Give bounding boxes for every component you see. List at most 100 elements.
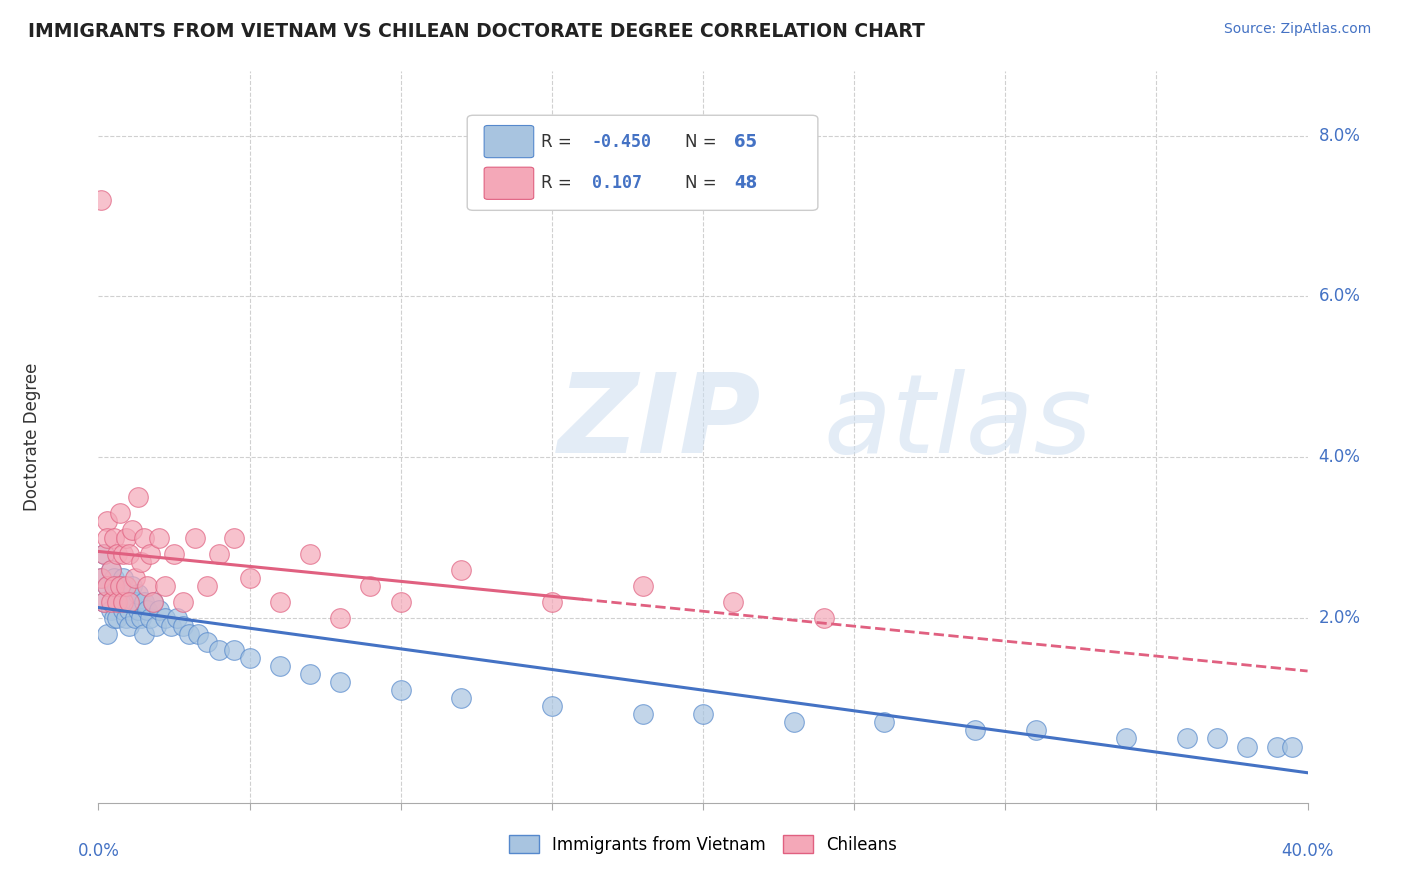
- Text: 0.107: 0.107: [592, 174, 641, 193]
- Point: [1175, 731, 1198, 746]
- Point: [299, 667, 322, 681]
- Point: [163, 547, 186, 561]
- Text: ZIP: ZIP: [558, 369, 762, 476]
- Point: [111, 603, 134, 617]
- Point: [114, 531, 136, 545]
- Point: [389, 595, 412, 609]
- Point: [1267, 739, 1289, 754]
- Point: [1206, 731, 1229, 746]
- Point: [179, 627, 201, 641]
- Point: [631, 579, 654, 593]
- Point: [1281, 739, 1303, 754]
- Point: [108, 507, 131, 521]
- Point: [224, 643, 246, 657]
- Point: [118, 603, 141, 617]
- Point: [127, 587, 149, 601]
- Point: [239, 651, 262, 665]
- Text: 65: 65: [734, 133, 758, 151]
- Legend: Immigrants from Vietnam, Chileans: Immigrants from Vietnam, Chileans: [502, 829, 904, 860]
- Text: 8.0%: 8.0%: [1319, 127, 1361, 145]
- Point: [103, 531, 125, 545]
- Point: [124, 611, 146, 625]
- Point: [142, 595, 165, 609]
- Text: 48: 48: [734, 174, 758, 193]
- Point: [105, 611, 128, 625]
- Point: [90, 571, 112, 585]
- Text: R =: R =: [541, 133, 576, 151]
- Point: [111, 547, 134, 561]
- Point: [269, 595, 291, 609]
- Point: [96, 627, 118, 641]
- Point: [118, 619, 141, 633]
- Point: [127, 491, 149, 505]
- Point: [329, 675, 352, 690]
- Point: [108, 595, 131, 609]
- Point: [114, 579, 136, 593]
- Point: [208, 643, 231, 657]
- Text: -0.450: -0.450: [592, 133, 652, 151]
- Point: [105, 579, 128, 593]
- Point: [195, 579, 218, 593]
- Point: [224, 531, 246, 545]
- Point: [135, 579, 157, 593]
- Point: [103, 571, 125, 585]
- Point: [114, 611, 136, 625]
- Point: [100, 603, 122, 617]
- Point: [269, 659, 291, 673]
- Point: [103, 579, 125, 593]
- FancyBboxPatch shape: [467, 115, 818, 211]
- Point: [105, 547, 128, 561]
- Point: [160, 619, 183, 633]
- Point: [111, 587, 134, 601]
- Text: atlas: atlas: [824, 369, 1092, 476]
- Point: [1115, 731, 1137, 746]
- Text: 6.0%: 6.0%: [1319, 287, 1361, 305]
- Point: [105, 595, 128, 609]
- Point: [96, 515, 118, 529]
- Point: [121, 595, 143, 609]
- Text: N =: N =: [685, 133, 721, 151]
- Point: [299, 547, 322, 561]
- Point: [540, 595, 562, 609]
- Text: 0.0%: 0.0%: [77, 842, 120, 860]
- Point: [783, 715, 806, 730]
- Point: [195, 635, 218, 649]
- Point: [153, 611, 176, 625]
- Point: [540, 699, 562, 714]
- Point: [172, 595, 194, 609]
- Point: [100, 595, 122, 609]
- Point: [965, 723, 987, 738]
- Text: Source: ZipAtlas.com: Source: ZipAtlas.com: [1223, 22, 1371, 37]
- Point: [208, 547, 231, 561]
- Text: 40.0%: 40.0%: [1281, 842, 1334, 860]
- Point: [450, 563, 472, 577]
- Point: [360, 579, 382, 593]
- Point: [127, 603, 149, 617]
- Point: [631, 707, 654, 722]
- Point: [873, 715, 896, 730]
- Point: [121, 579, 143, 593]
- Text: 4.0%: 4.0%: [1319, 448, 1361, 467]
- Point: [124, 571, 146, 585]
- Point: [184, 531, 207, 545]
- Point: [172, 619, 194, 633]
- Point: [124, 595, 146, 609]
- Text: R =: R =: [541, 174, 576, 193]
- Point: [108, 579, 131, 593]
- Point: [145, 619, 167, 633]
- Point: [118, 595, 141, 609]
- Point: [329, 611, 352, 625]
- Point: [118, 587, 141, 601]
- Point: [139, 611, 162, 625]
- Point: [132, 531, 155, 545]
- Text: 2.0%: 2.0%: [1319, 609, 1361, 627]
- Point: [166, 611, 188, 625]
- Point: [187, 627, 209, 641]
- Point: [139, 547, 162, 561]
- Point: [105, 595, 128, 609]
- Point: [100, 563, 122, 577]
- Point: [389, 683, 412, 698]
- Point: [450, 691, 472, 706]
- Point: [90, 571, 112, 585]
- Point: [129, 611, 152, 625]
